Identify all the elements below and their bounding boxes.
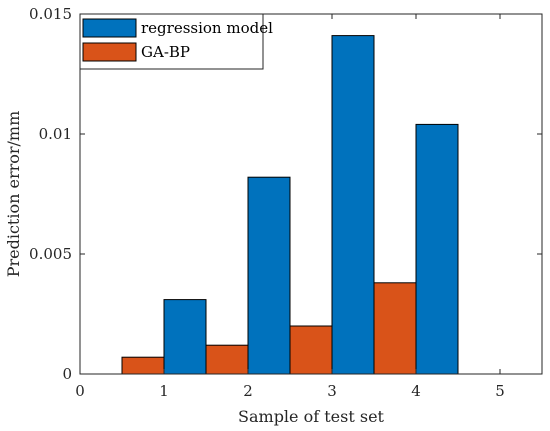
y-tick-label: 0.01 — [39, 125, 72, 143]
y-tick-label: 0.005 — [29, 245, 72, 263]
axes-box — [79, 13, 543, 375]
legend-label-ga-bp: GA-BP — [141, 43, 190, 61]
x-tick-label: 3 — [327, 382, 337, 400]
y-tick-label: 0.015 — [29, 5, 72, 23]
bar-ga-bp-3 — [289, 325, 333, 375]
bar-regression-model-4 — [415, 123, 459, 375]
x-tick-label: 4 — [411, 382, 421, 400]
x-tick-label: 0 — [75, 382, 85, 400]
bar-regression-model-3 — [331, 35, 375, 375]
bar-regression-model-2 — [247, 176, 291, 375]
legend-swatch-ga-bp — [82, 42, 137, 62]
x-tick-label: 5 — [495, 382, 505, 400]
y-tick-label: 0 — [62, 365, 72, 383]
bar-ga-bp-4 — [373, 282, 417, 375]
ticks-layer: 0 1 2 3 4 5 0 0.005 0.01 0.015 — [29, 5, 542, 400]
bar-ga-bp-1 — [121, 356, 165, 375]
x-tick-label: 2 — [243, 382, 253, 400]
x-tick-label: 1 — [159, 382, 169, 400]
bar-regression-model-1 — [163, 299, 207, 375]
y-axis-label: Prediction error/mm — [4, 111, 23, 278]
legend-label-regression-model: regression model — [141, 19, 273, 37]
x-axis-label: Sample of test set — [238, 407, 385, 426]
legend: regression model GA-BP — [79, 13, 273, 70]
bars-layer — [121, 35, 459, 375]
bar-ga-bp-2 — [205, 344, 249, 375]
legend-swatch-regression-model — [82, 18, 137, 38]
